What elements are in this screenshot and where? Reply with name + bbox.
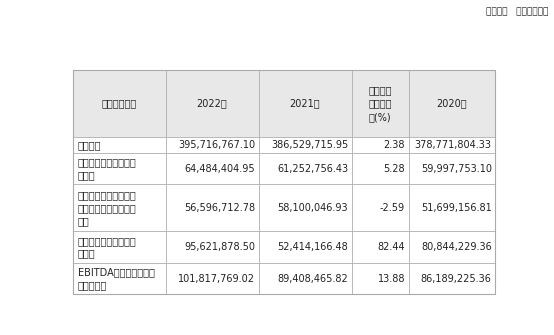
Bar: [352, 231, 408, 263]
Bar: [73, 137, 166, 153]
Bar: [73, 231, 166, 263]
Bar: [408, 70, 495, 137]
Bar: [352, 153, 408, 184]
Text: 82.44: 82.44: [377, 242, 405, 252]
Bar: [259, 70, 352, 137]
Text: 5.28: 5.28: [383, 163, 405, 174]
Bar: [259, 263, 352, 294]
Text: 95,621,878.50: 95,621,878.50: [184, 242, 255, 252]
Text: 2022年: 2022年: [197, 98, 228, 109]
Text: 2020年: 2020年: [437, 98, 467, 109]
Text: 归属于上市公司股东的
扣除非经常性损益的净
利润: 归属于上市公司股东的 扣除非经常性损益的净 利润: [78, 190, 137, 226]
Text: 386,529,715.95: 386,529,715.95: [271, 140, 348, 150]
Bar: [73, 184, 166, 231]
Text: EBITDA（税息折旧及摊
销前利润）: EBITDA（税息折旧及摊 销前利润）: [78, 267, 155, 290]
Text: 归属于上市公司股东的
净利润: 归属于上市公司股东的 净利润: [78, 157, 137, 180]
Text: -2.59: -2.59: [380, 203, 405, 213]
Bar: [352, 184, 408, 231]
Text: 56,596,712.78: 56,596,712.78: [184, 203, 255, 213]
Text: 2021年: 2021年: [290, 98, 320, 109]
Bar: [166, 231, 259, 263]
Text: 51,699,156.81: 51,699,156.81: [421, 203, 492, 213]
Bar: [73, 153, 166, 184]
Text: 395,716,767.10: 395,716,767.10: [178, 140, 255, 150]
Bar: [259, 231, 352, 263]
Text: 58,100,046.93: 58,100,046.93: [278, 203, 348, 213]
Bar: [352, 263, 408, 294]
Text: 64,484,404.95: 64,484,404.95: [184, 163, 255, 174]
Text: 59,997,753.10: 59,997,753.10: [420, 163, 492, 174]
Bar: [166, 263, 259, 294]
Bar: [73, 70, 495, 294]
Bar: [259, 184, 352, 231]
Text: 本期比上
年同期增
减(%): 本期比上 年同期增 减(%): [368, 85, 392, 122]
Bar: [352, 137, 408, 153]
Text: 80,844,229.36: 80,844,229.36: [421, 242, 492, 252]
Bar: [352, 70, 408, 137]
Bar: [166, 184, 259, 231]
Bar: [408, 231, 495, 263]
Bar: [408, 184, 495, 231]
Bar: [166, 70, 259, 137]
Text: 101,817,769.02: 101,817,769.02: [178, 274, 255, 283]
Bar: [259, 137, 352, 153]
Text: 经营活动产生的现金流
量净额: 经营活动产生的现金流 量净额: [78, 236, 137, 259]
Text: 86,189,225.36: 86,189,225.36: [421, 274, 492, 283]
Bar: [408, 137, 495, 153]
Bar: [73, 70, 166, 137]
Text: 营业收入: 营业收入: [78, 140, 101, 150]
Text: 378,771,804.33: 378,771,804.33: [415, 140, 492, 150]
Text: 主要会计数据: 主要会计数据: [101, 98, 137, 109]
Text: 52,414,166.48: 52,414,166.48: [278, 242, 348, 252]
Bar: [259, 153, 352, 184]
Bar: [73, 263, 166, 294]
Bar: [408, 263, 495, 294]
Text: 2.38: 2.38: [383, 140, 405, 150]
Text: 13.88: 13.88: [378, 274, 405, 283]
Text: 单位：元   币种：人民币: 单位：元 币种：人民币: [486, 7, 548, 16]
Bar: [408, 153, 495, 184]
Text: 61,252,756.43: 61,252,756.43: [277, 163, 348, 174]
Bar: [166, 137, 259, 153]
Bar: [166, 153, 259, 184]
Text: 89,408,465.82: 89,408,465.82: [278, 274, 348, 283]
